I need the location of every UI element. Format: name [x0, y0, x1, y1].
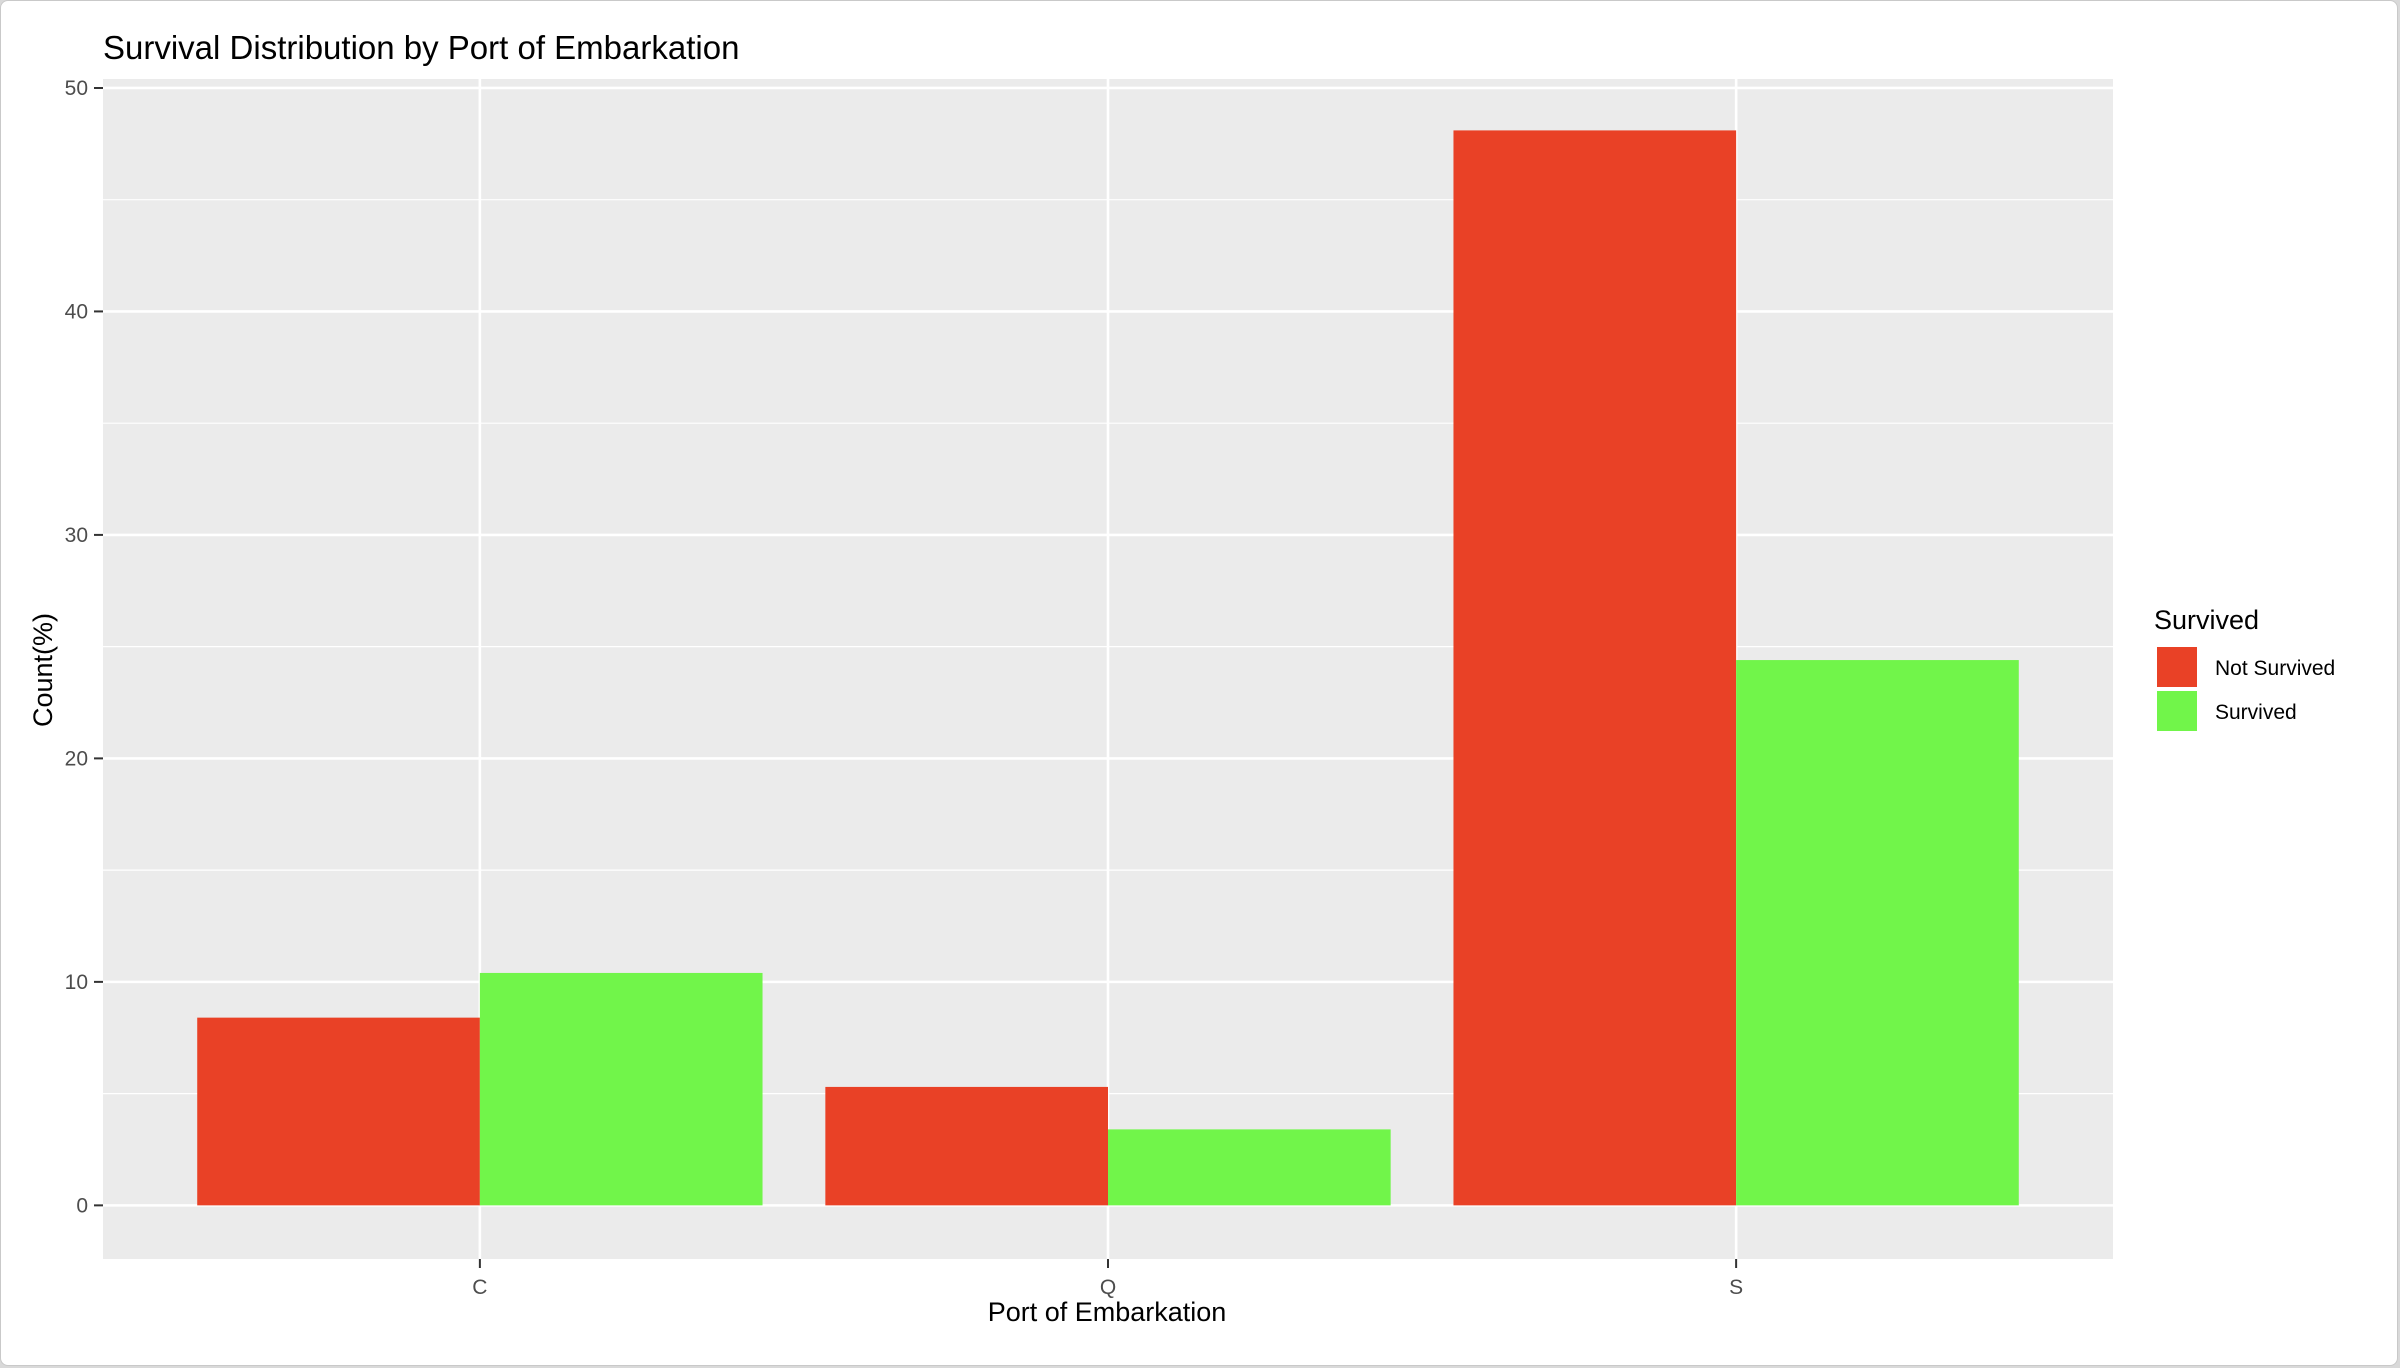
y-tick-label: 50: [65, 77, 88, 100]
y-tick-label: 10: [65, 971, 88, 994]
legend-label: Not Survived: [2215, 657, 2335, 680]
legend-items: Not Survived Survived: [2157, 647, 2335, 731]
bars-layer: [197, 130, 2019, 1206]
legend: Survived Not Survived Survived: [2154, 605, 2335, 731]
legend-title: Survived: [2154, 605, 2259, 635]
x-tick-label: Q: [1100, 1276, 1116, 1299]
y-tick-label: 20: [65, 747, 88, 770]
legend-key-not-survived: [2157, 647, 2197, 687]
y-tick-label: 40: [65, 300, 88, 323]
x-tick-label: S: [1729, 1276, 1743, 1299]
x-axis-title: Port of Embarkation: [988, 1297, 1227, 1327]
legend-label: Survived: [2215, 701, 2297, 724]
legend-key-survived: [2157, 691, 2197, 731]
bar-C-survived: [479, 972, 763, 1206]
bar-Q-survived: [1108, 1129, 1391, 1206]
bar-S-not-survived: [1453, 130, 1737, 1206]
y-axis-title: Count(%): [28, 613, 58, 727]
bar-C-not-survived: [197, 1017, 480, 1206]
chart-title: Survival Distribution by Port of Embarka…: [103, 29, 739, 66]
bar-S-survived: [1736, 660, 2019, 1206]
y-tick-label: 0: [76, 1194, 88, 1217]
bar-Q-not-survived: [825, 1086, 1108, 1206]
y-tick-label: 30: [65, 524, 88, 547]
y-axis: 0 10 20 30 40 50: [65, 77, 103, 1217]
x-tick-label: C: [472, 1276, 487, 1299]
